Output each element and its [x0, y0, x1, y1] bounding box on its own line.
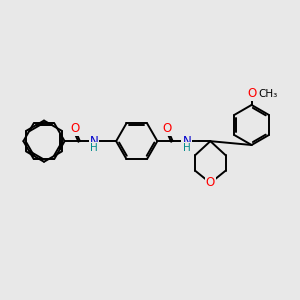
Text: O: O — [247, 87, 256, 100]
Text: O: O — [163, 122, 172, 135]
Text: O: O — [206, 176, 215, 190]
Text: N: N — [182, 135, 191, 148]
Text: CH₃: CH₃ — [258, 89, 277, 99]
Text: O: O — [70, 122, 79, 135]
Text: N: N — [90, 135, 98, 148]
Text: H: H — [183, 142, 191, 153]
Text: H: H — [90, 142, 98, 153]
